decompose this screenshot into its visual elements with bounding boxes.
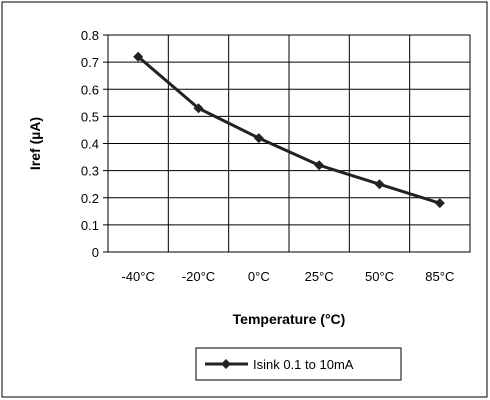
x-tick-label: -20°C bbox=[182, 269, 215, 284]
x-tick-label: 85°C bbox=[425, 269, 454, 284]
data-point-marker bbox=[253, 133, 264, 144]
y-axis-title: Iref (µA) bbox=[27, 117, 43, 170]
y-tick-label: 0.6 bbox=[81, 82, 99, 97]
y-tick-label: 0.5 bbox=[81, 109, 99, 124]
y-tick-label: 0.8 bbox=[81, 28, 99, 43]
data-point-marker bbox=[193, 103, 204, 114]
x-tick-label: 50°C bbox=[365, 269, 394, 284]
legend: Isink 0.1 to 10mA bbox=[195, 347, 402, 381]
y-tick-label: 0 bbox=[92, 245, 99, 260]
series-line bbox=[137, 55, 441, 205]
grid-lines bbox=[108, 34, 470, 253]
legend-series-label: Isink 0.1 to 10mA bbox=[253, 357, 354, 372]
y-tick-label: 0.3 bbox=[81, 164, 99, 179]
x-tick-label: 25°C bbox=[305, 269, 334, 284]
legend-diamond-marker bbox=[221, 359, 231, 369]
series-group bbox=[133, 51, 445, 209]
x-tick-label: 0°C bbox=[248, 269, 270, 284]
data-point-marker bbox=[374, 179, 385, 190]
x-axis-tick-labels: -40°C -20°C 0°C 25°C 50°C 85°C bbox=[121, 269, 454, 284]
x-tick-label: -40°C bbox=[121, 269, 154, 284]
data-point-marker bbox=[133, 51, 144, 62]
y-tick-label: 0.1 bbox=[81, 218, 99, 233]
y-tick-label: 0.4 bbox=[81, 137, 99, 152]
x-axis-title: Temperature (°C) bbox=[233, 311, 346, 327]
y-axis-tick-labels: 0 0.1 0.2 0.3 0.4 0.5 0.6 0.7 0.8 bbox=[81, 28, 108, 260]
data-point-marker bbox=[434, 198, 445, 209]
y-tick-label: 0.7 bbox=[81, 55, 99, 70]
data-point-marker bbox=[314, 160, 325, 171]
y-tick-label: 0.2 bbox=[81, 191, 99, 206]
